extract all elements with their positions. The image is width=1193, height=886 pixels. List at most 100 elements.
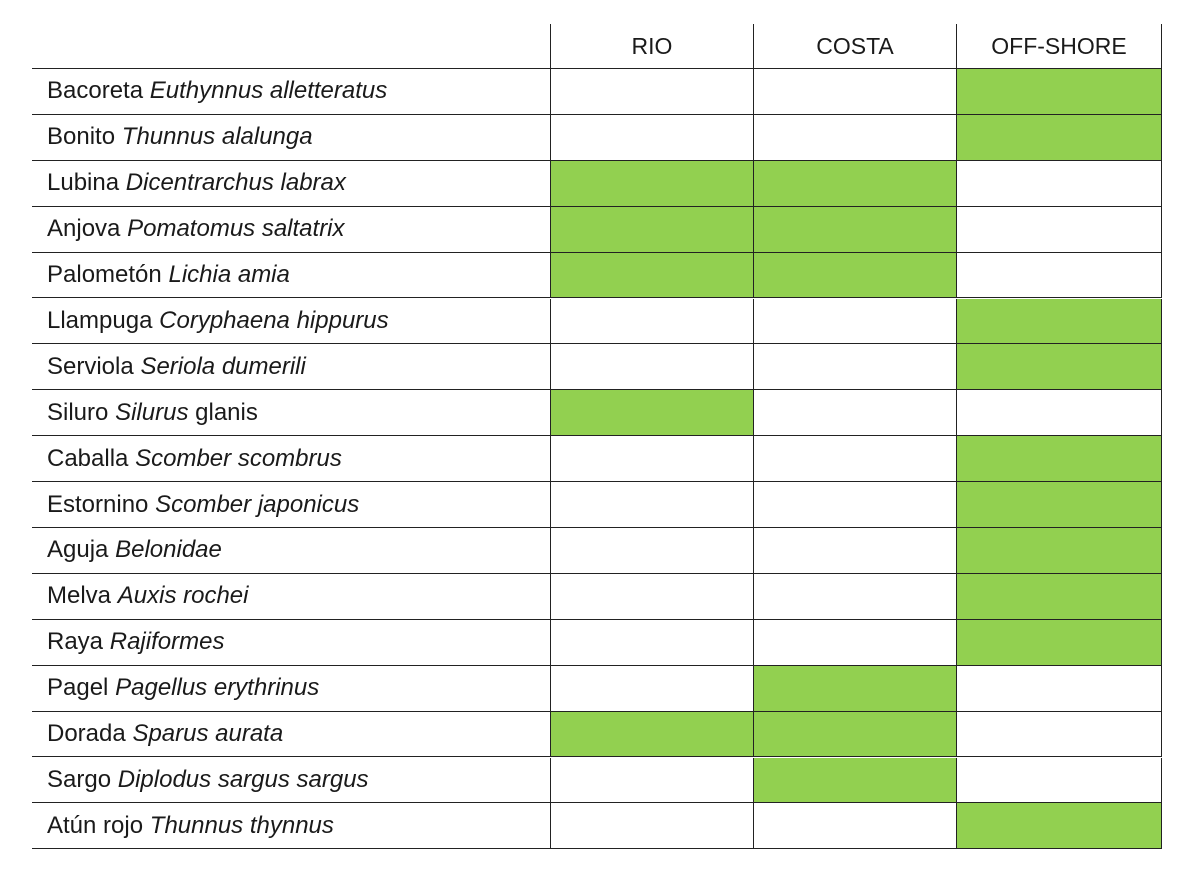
common-name: Atún rojo <box>47 811 144 839</box>
common-name: glanis <box>195 398 258 426</box>
scientific-name: Seriola dumerili <box>140 352 306 380</box>
species-name: Bonito Thunnus alalunga <box>32 115 550 161</box>
habitat-cell <box>956 160 1162 207</box>
habitat-cell-present <box>550 206 753 253</box>
scientific-name: Silurus <box>115 398 189 426</box>
scientific-name: Pagellus erythrinus <box>115 674 320 702</box>
scientific-name: Rajiformes <box>109 628 225 656</box>
habitat-cell-present <box>550 252 753 299</box>
species-name: Pagel Pagellus erythrinus <box>32 666 550 712</box>
species-name: Raya Rajiformes <box>32 620 550 666</box>
habitat-cell <box>753 803 956 850</box>
habitat-cell <box>550 114 753 161</box>
scientific-name: Belonidae <box>115 536 222 564</box>
habitat-cell <box>753 619 956 666</box>
column-header: RIO <box>550 24 753 69</box>
habitat-cell <box>550 528 753 574</box>
habitat-cell-present <box>956 298 1162 345</box>
habitat-cell-present <box>956 528 1162 574</box>
scientific-name: Diplodus sargus sargus <box>117 765 369 793</box>
species-name: Serviola Seriola dumerili <box>32 344 550 391</box>
habitat-cell <box>753 482 956 528</box>
habitat-cell-present <box>550 160 753 207</box>
habitat-cell-present <box>956 482 1162 528</box>
common-name: Melva <box>47 582 112 610</box>
habitat-cell-present <box>753 711 956 758</box>
species-name: Llampuga Coryphaena hippurus <box>32 299 550 345</box>
common-name: Dorada <box>47 720 126 748</box>
common-name: Pagel <box>47 674 109 702</box>
species-name: Anjova Pomatomus saltatrix <box>32 207 550 253</box>
habitat-cell <box>753 573 956 620</box>
species-name: Sargo Diplodus sargus sargus <box>32 758 550 804</box>
habitat-cell-present <box>956 803 1162 850</box>
habitat-cell <box>956 206 1162 253</box>
common-name: Raya <box>47 628 104 656</box>
habitat-cell-present <box>956 114 1162 161</box>
species-name: Dorada Sparus aurata <box>32 712 550 758</box>
habitat-cell-present <box>753 252 956 299</box>
common-name: Caballa <box>47 444 129 472</box>
common-name: Anjova <box>47 215 121 243</box>
habitat-cell <box>550 573 753 620</box>
habitat-cell-present <box>753 206 956 253</box>
habitat-cell <box>956 757 1162 804</box>
common-name: Aguja <box>47 536 109 564</box>
habitat-cell-present <box>753 665 956 712</box>
species-name: Siluro Silurus glanis <box>32 390 550 437</box>
scientific-name: Thunnus alalunga <box>121 123 313 151</box>
header-name-cell <box>32 24 550 69</box>
species-name: Caballa Scomber scombrus <box>32 436 550 483</box>
habitat-cell <box>550 298 753 345</box>
habitat-cell-present <box>753 160 956 207</box>
scientific-name: Dicentrarchus labrax <box>125 169 346 197</box>
habitat-cell <box>956 665 1162 712</box>
habitat-cell <box>753 436 956 483</box>
common-name: Palometón <box>47 261 162 289</box>
habitat-cell-present <box>956 436 1162 483</box>
habitat-cell-present <box>550 390 753 437</box>
scientific-name: Euthynnus alletteratus <box>149 77 388 105</box>
scientific-name: Sparus aurata <box>132 720 284 748</box>
habitat-cell-present <box>956 619 1162 666</box>
scientific-name: Pomatomus saltatrix <box>127 215 345 243</box>
habitat-cell <box>753 298 956 345</box>
habitat-cell <box>550 619 753 666</box>
habitat-cell-present <box>956 344 1162 391</box>
common-name: Sargo <box>47 765 112 793</box>
habitat-cell <box>753 390 956 437</box>
scientific-name: Auxis rochei <box>117 582 249 610</box>
habitat-cell <box>753 69 956 115</box>
species-name: Lubina Dicentrarchus labrax <box>32 161 550 207</box>
common-name: Bacoreta <box>47 77 144 105</box>
habitat-cell <box>550 665 753 712</box>
habitat-cell-present <box>956 69 1162 115</box>
species-name: Palometón Lichia amia <box>32 253 550 299</box>
common-name: Siluro <box>47 398 109 426</box>
habitat-cell <box>956 711 1162 758</box>
species-name: Aguja Belonidae <box>32 528 550 574</box>
habitat-cell <box>550 436 753 483</box>
habitat-cell <box>956 390 1162 437</box>
column-header: OFF-SHORE <box>956 24 1162 69</box>
scientific-name: Coryphaena hippurus <box>159 306 389 334</box>
scientific-name: Scomber japonicus <box>155 490 360 518</box>
habitat-cell-present <box>550 711 753 758</box>
common-name: Estornino <box>47 490 149 518</box>
common-name: Lubina <box>47 169 120 197</box>
common-name: Llampuga <box>47 306 153 334</box>
column-header: COSTA <box>753 24 956 69</box>
scientific-name: Scomber scombrus <box>135 444 342 472</box>
scientific-name: Lichia amia <box>168 261 290 289</box>
habitat-cell <box>753 528 956 574</box>
habitat-cell <box>550 69 753 115</box>
habitat-cell <box>753 344 956 391</box>
habitat-cell <box>956 252 1162 299</box>
species-name: Atún rojo Thunnus thynnus <box>32 803 550 850</box>
species-name: Melva Auxis rochei <box>32 574 550 620</box>
scientific-name: Thunnus thynnus <box>149 811 334 839</box>
habitat-cell <box>550 803 753 850</box>
habitat-cell <box>550 757 753 804</box>
habitat-cell-present <box>753 757 956 804</box>
